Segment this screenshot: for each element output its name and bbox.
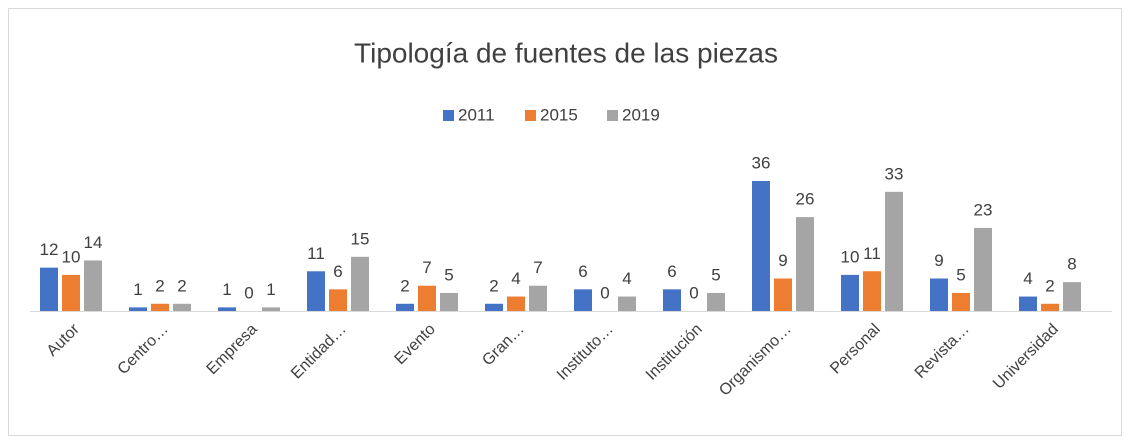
data-label: 11 — [863, 244, 881, 263]
data-label: 11 — [307, 244, 325, 263]
bar — [974, 227, 992, 311]
chart-title: Tipología de fuentes de las piezas — [354, 37, 778, 68]
legend-swatch — [525, 110, 536, 121]
legend-label: 2015 — [540, 105, 578, 124]
data-label: 1 — [266, 280, 275, 299]
data-label: 5 — [956, 265, 965, 284]
data-label: 0 — [244, 283, 253, 302]
bar — [885, 191, 903, 311]
data-label: 6 — [667, 262, 676, 281]
data-label: 2 — [155, 276, 164, 295]
bar — [952, 292, 970, 311]
bar — [1019, 296, 1037, 311]
data-label: 7 — [422, 258, 431, 277]
data-label: 0 — [600, 283, 609, 302]
bar — [40, 267, 58, 311]
data-label: 7 — [533, 258, 542, 277]
bar — [796, 217, 814, 311]
data-label: 4 — [622, 269, 631, 288]
data-label: 14 — [84, 233, 103, 252]
data-label: 5 — [444, 265, 453, 284]
data-label: 1 — [133, 280, 142, 299]
data-label: 2 — [177, 276, 186, 295]
bar — [618, 296, 636, 311]
data-label: 2 — [489, 276, 498, 295]
legend-swatch — [607, 110, 618, 121]
data-label: 9 — [778, 251, 787, 270]
bar — [129, 307, 147, 311]
legend-label: 2019 — [622, 105, 660, 124]
data-label: 6 — [333, 262, 342, 281]
bar — [529, 285, 547, 311]
bar — [151, 303, 169, 311]
chart-border — [8, 8, 1122, 436]
bar — [485, 303, 503, 311]
data-label: 36 — [752, 153, 771, 172]
bar — [841, 274, 859, 311]
bar — [774, 278, 792, 311]
bar — [574, 289, 592, 311]
bar — [707, 292, 725, 311]
bar — [930, 278, 948, 311]
data-label: 1 — [222, 280, 231, 299]
data-label: 10 — [62, 247, 81, 266]
bar — [418, 285, 436, 311]
data-label: 8 — [1067, 255, 1076, 274]
bar — [440, 292, 458, 311]
data-label: 33 — [885, 164, 904, 183]
bar — [507, 296, 525, 311]
data-label: 15 — [351, 229, 370, 248]
legend-label: 2011 — [458, 105, 495, 124]
bar — [218, 307, 236, 311]
data-label: 12 — [40, 240, 59, 259]
data-label: 2 — [400, 276, 409, 295]
data-label: 10 — [841, 247, 860, 266]
bar — [84, 260, 102, 311]
bar — [173, 303, 191, 311]
data-label: 6 — [578, 262, 587, 281]
data-label: 26 — [796, 190, 815, 209]
legend-swatch — [443, 110, 454, 121]
data-label: 23 — [974, 200, 993, 219]
bar — [396, 303, 414, 311]
data-label: 9 — [934, 251, 943, 270]
data-label: 4 — [1023, 269, 1032, 288]
bar — [1063, 282, 1081, 311]
bar — [329, 289, 347, 311]
bar — [752, 181, 770, 311]
bar — [62, 274, 80, 311]
data-label: 5 — [711, 265, 720, 284]
data-label: 0 — [689, 283, 698, 302]
data-label: 4 — [511, 269, 520, 288]
data-label: 2 — [1045, 276, 1054, 295]
bar — [307, 271, 325, 311]
bar — [1041, 303, 1059, 311]
bar — [262, 307, 280, 311]
bar — [663, 289, 681, 311]
bar — [863, 271, 881, 311]
bar — [351, 256, 369, 311]
